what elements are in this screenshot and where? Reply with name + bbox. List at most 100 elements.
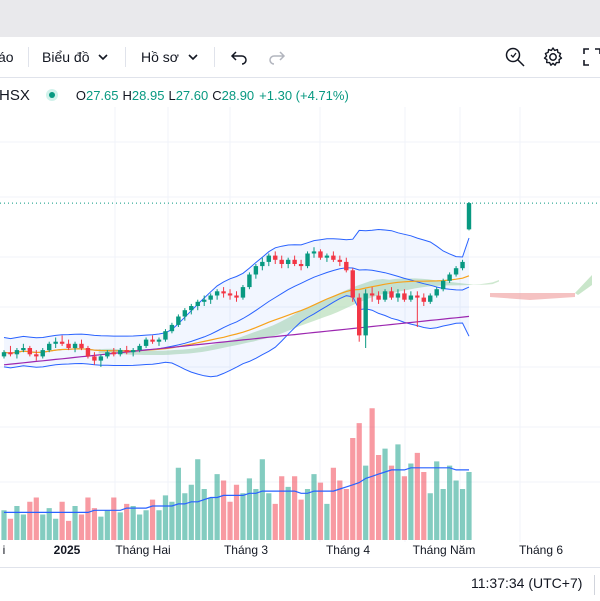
undo-icon <box>230 51 247 65</box>
volume-bar <box>466 472 472 540</box>
time-axis-label: Tháng 3 <box>224 543 268 557</box>
candle-body <box>182 310 188 317</box>
volume-bar <box>188 484 194 540</box>
volume-bar <box>182 493 188 540</box>
alerts-label: áo <box>0 49 14 65</box>
candle-body <box>163 331 168 340</box>
candle-body <box>14 350 20 355</box>
candle-body <box>453 268 459 275</box>
volume-bar <box>124 503 130 540</box>
candle-body <box>266 255 271 262</box>
time-axis-label: Tháng Năm <box>413 543 476 557</box>
toolbar-divider <box>28 47 29 67</box>
candle-body <box>350 270 355 298</box>
volume-bar <box>337 480 343 540</box>
redo-button[interactable] <box>268 37 286 77</box>
volume-bar <box>214 474 220 540</box>
candle-body <box>363 293 368 336</box>
alerts-button[interactable]: áo <box>0 37 14 77</box>
volume-bar <box>375 455 382 540</box>
volume-bar <box>143 510 149 540</box>
volume-bar <box>427 493 433 540</box>
candle-body <box>137 345 142 351</box>
bottom-status-bar: 11:37:34 (UTC+7) <box>0 567 600 601</box>
candle-body <box>40 350 45 357</box>
chart-svg[interactable]: i 2025 Tháng Hai Tháng 3 Tháng 4 Tháng Năm Thá… <box>0 37 600 567</box>
candle-body <box>1 352 7 357</box>
candle-body <box>118 350 123 355</box>
candle-body <box>318 251 323 258</box>
settings-button[interactable] <box>542 37 564 77</box>
candle-body <box>369 293 375 296</box>
volume-bar <box>421 472 427 540</box>
chart-type-dropdown[interactable]: Biểu đồ <box>42 37 109 77</box>
gear-icon <box>543 47 563 66</box>
volume-bar <box>279 476 285 540</box>
volume-bar <box>137 514 143 540</box>
time-axis-label: Tháng 6 <box>519 543 563 557</box>
candle-body <box>305 253 310 267</box>
volume-bar <box>240 493 246 540</box>
candle-body <box>344 261 349 271</box>
candle-body <box>253 266 259 275</box>
low-label: L <box>168 87 176 103</box>
fullscreen-button[interactable] <box>582 37 600 77</box>
low-value: 27.60 <box>175 87 209 103</box>
volume-bar <box>33 497 39 540</box>
volume-bar <box>1 510 7 540</box>
volume-bar <box>388 465 395 540</box>
volume-bar <box>162 495 169 540</box>
volume-bar <box>14 506 20 540</box>
open-value: 27.65 <box>85 87 119 103</box>
candle-body <box>21 348 26 351</box>
candle-body <box>221 291 226 294</box>
volume-bar <box>65 520 72 540</box>
candle-body <box>34 354 39 357</box>
candle-body <box>247 274 252 288</box>
candle-body <box>260 261 265 267</box>
profile-dropdown[interactable]: Hồ sơ <box>141 37 199 77</box>
candle-body <box>227 293 233 296</box>
candle-body <box>415 295 420 298</box>
candle-body <box>324 255 330 258</box>
chart-panel: i 2025 Tháng Hai Tháng 3 Tháng 4 Tháng Năm Thá… <box>0 37 600 567</box>
volume-bar <box>98 516 104 540</box>
volume-bar <box>343 489 349 540</box>
volume-bar <box>169 501 175 540</box>
undo-button[interactable] <box>230 37 248 77</box>
volume-bar <box>356 423 362 540</box>
toolbar-divider <box>125 47 126 67</box>
candle-body <box>273 255 278 260</box>
clock-readout[interactable]: 11:37:34 (UTC+7) <box>471 575 583 591</box>
volume-bar <box>395 444 401 540</box>
candle-body <box>421 297 426 302</box>
candle-body <box>202 299 207 302</box>
volume-bar <box>447 465 453 540</box>
candle-body <box>143 339 149 346</box>
volume-bar <box>91 508 98 540</box>
candle-body <box>176 316 181 325</box>
candle-body <box>389 291 394 298</box>
candle-body <box>47 343 52 351</box>
candle-body <box>8 352 13 355</box>
candle-body <box>434 289 439 296</box>
volume-bar <box>459 489 466 540</box>
candle-body <box>130 350 136 353</box>
volume-bar <box>304 489 311 540</box>
change-value: +1.30 (+4.71%) <box>259 87 349 103</box>
quick-search-button[interactable] <box>504 37 526 77</box>
ichimoku-cloud-future <box>575 275 592 295</box>
candle-body <box>395 293 401 298</box>
candle-body <box>292 259 297 264</box>
ichimoku-cloud <box>98 278 499 355</box>
close-label: C <box>212 87 222 103</box>
candle-body <box>234 295 239 298</box>
symbol-label[interactable]: HSX <box>0 86 30 104</box>
volume-bar <box>330 467 336 540</box>
volume-bar <box>246 478 253 540</box>
volume-bar <box>208 497 214 540</box>
volume-bar <box>434 461 440 540</box>
candle-body <box>447 274 452 281</box>
ichimoku-cloud-future <box>490 293 575 300</box>
volume-bar <box>350 438 356 540</box>
